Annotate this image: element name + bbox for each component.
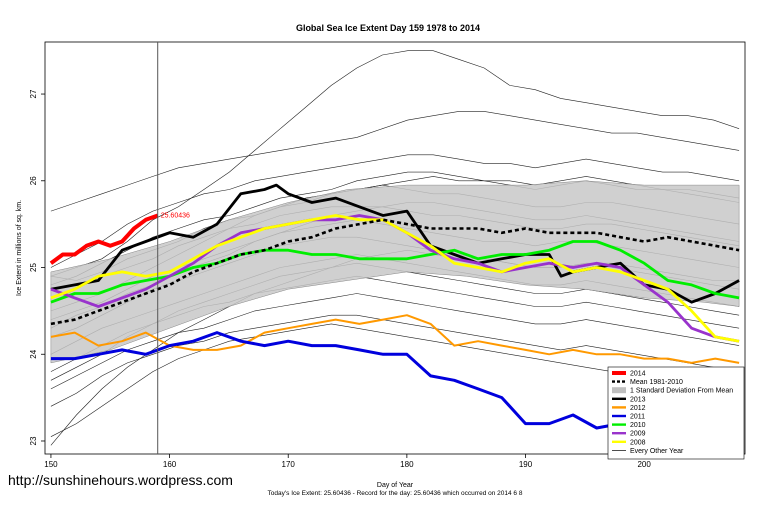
caption-text: Today's Ice Extent: 25.60436 - Record fo… xyxy=(268,490,523,497)
legend-label: 2009 xyxy=(630,431,646,438)
x-tick-label: 150 xyxy=(44,460,58,469)
x-tick-label: 180 xyxy=(400,460,414,469)
mean-line xyxy=(50,218,740,326)
x-axis-ticks: 150 160 170 180 190 200 xyxy=(44,454,651,469)
legend-label: Mean 1981-2010 xyxy=(630,379,683,386)
y-tick-label: 25 xyxy=(29,263,38,272)
y-tick-label: 23 xyxy=(29,436,38,445)
y-tick-label: 26 xyxy=(29,176,38,185)
series-line-2014 xyxy=(49,213,159,265)
legend-label: 2012 xyxy=(630,405,646,412)
other-year-line xyxy=(50,50,740,277)
y-axis-ticks: 23 24 25 26 27 xyxy=(29,89,45,445)
x-axis-label: Day of Year xyxy=(377,482,414,489)
legend-swatch xyxy=(612,387,626,394)
legend-label: 2013 xyxy=(630,396,646,403)
x-tick-label: 170 xyxy=(282,460,296,469)
std-dev-band xyxy=(50,180,740,364)
y-tick-label: 27 xyxy=(29,89,38,98)
other-year-line xyxy=(50,111,740,212)
series-line-2012 xyxy=(50,314,740,364)
current-value-annotation: 25.60436 xyxy=(161,212,190,219)
other-year-line xyxy=(50,293,740,390)
plot-frame xyxy=(44,41,746,455)
legend-label: Every Other Year xyxy=(630,448,684,455)
x-tick-label: 200 xyxy=(637,460,651,469)
watermark-url: http://sunshinehours.wordpress.com xyxy=(8,472,233,488)
legend-label: 2010 xyxy=(630,422,646,429)
series-line-2013 xyxy=(50,183,740,304)
x-tick-label: 160 xyxy=(163,460,177,469)
series-line-2008 xyxy=(50,214,740,343)
legend-label: 2014 xyxy=(630,371,646,378)
other-year-line xyxy=(50,314,740,407)
legend-label: 2008 xyxy=(630,439,646,446)
y-tick-label: 24 xyxy=(29,349,38,358)
other-year-line xyxy=(50,154,740,268)
chart-title: Global Sea Ice Extent Day 159 1978 to 20… xyxy=(296,23,480,33)
y-axis-label: Ice Extent in millions of sq. km. xyxy=(16,200,23,296)
x-tick-label: 190 xyxy=(519,460,533,469)
legend-box xyxy=(607,366,745,460)
legend-label: 1 Standard Deviation From Mean xyxy=(630,388,733,395)
legend-label: 2011 xyxy=(630,414,645,421)
